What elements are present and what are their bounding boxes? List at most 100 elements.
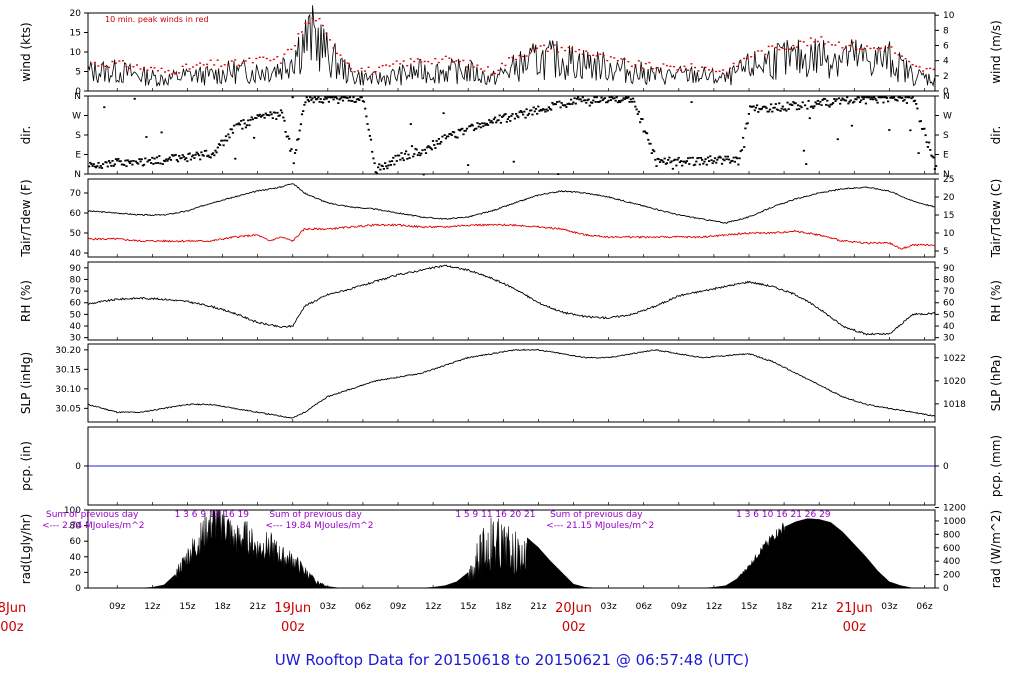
rh-right-tick-label: 70 [943, 287, 955, 297]
dir-point [180, 157, 183, 159]
rad-daily-sum-label: Sum of previous day [269, 510, 362, 520]
dir-point [850, 124, 853, 127]
dir-point [787, 108, 790, 110]
dir-point [154, 162, 157, 164]
dir-point [834, 100, 837, 102]
dir-point [815, 103, 818, 105]
temp-right-tick-label: 5 [943, 247, 949, 257]
dir-point [372, 157, 375, 160]
dir-point [167, 158, 170, 160]
slp-right-tick-label: 1020 [943, 377, 966, 387]
dir-point [531, 113, 534, 116]
x-tick-label: 21z [811, 602, 827, 612]
dir-point [771, 110, 774, 113]
dir-point [479, 126, 483, 129]
dir-point [113, 163, 116, 166]
dir-point [609, 99, 612, 101]
dir-point [486, 124, 490, 126]
dir-point [263, 116, 266, 119]
dir-point [111, 160, 114, 162]
dir-point [642, 130, 645, 133]
dir-point [539, 108, 542, 111]
dir-point [394, 154, 397, 157]
dir-point [95, 166, 98, 169]
dir-point [768, 108, 772, 111]
rh-right-tick-label: 60 [943, 299, 955, 309]
dir-point [890, 96, 893, 99]
dir-point [364, 107, 367, 110]
dir-point [587, 98, 590, 101]
rh-right-tick-label: 80 [943, 275, 955, 285]
dir-left-axis-label: dir. [19, 126, 33, 145]
dir-point [899, 96, 903, 99]
slp-frame [87, 343, 936, 423]
dir-point [547, 106, 550, 109]
dir-point [615, 96, 618, 99]
dir-point [828, 105, 831, 108]
dir-point [734, 156, 738, 159]
dir-point [895, 99, 898, 101]
dir-point [124, 159, 127, 162]
dir-point [789, 103, 793, 106]
dir-point [840, 99, 843, 102]
dir-point [475, 127, 478, 130]
dir-point [270, 113, 273, 116]
dir-point [711, 162, 714, 165]
dir-point [809, 105, 812, 108]
dir-point [368, 135, 371, 137]
dir-point [915, 103, 918, 105]
dir-point [206, 155, 209, 158]
dir-point [593, 96, 596, 99]
temp-right-tick-label: 15 [943, 211, 954, 221]
dir-point [279, 109, 283, 112]
dir-point [485, 122, 488, 125]
dir-point [243, 122, 246, 125]
dir-point [876, 101, 879, 104]
dir-point [415, 148, 418, 151]
rad-daily-sum-label: Sum of previous day [550, 510, 643, 520]
dir-point [193, 157, 196, 159]
dir-point [289, 150, 292, 152]
dir-point [434, 147, 437, 149]
dir-point [183, 158, 187, 161]
dir-point [758, 107, 761, 110]
dir-point [144, 157, 147, 160]
dir-point [736, 157, 739, 160]
dir-point [614, 99, 617, 102]
dir-point [818, 103, 821, 105]
dir-point [234, 157, 237, 160]
x-tick-label: 03z [601, 602, 617, 612]
dir-point [381, 165, 384, 168]
dir-point [913, 99, 917, 102]
dir-point [293, 152, 297, 154]
dir-point [247, 119, 250, 122]
dir-point [929, 149, 932, 151]
dir-point [444, 137, 447, 140]
dir-point [847, 102, 850, 105]
dir-point [800, 106, 803, 109]
rad-left-tick-label: 60 [70, 537, 82, 547]
dir-point [882, 101, 885, 104]
dir-point [598, 101, 601, 103]
dir-point [504, 113, 507, 115]
dir-point [682, 160, 685, 163]
dir-point [220, 139, 223, 142]
dir-point [820, 104, 823, 106]
dir-point [802, 149, 805, 152]
dir-point [407, 153, 410, 156]
dir-point [640, 118, 643, 120]
dir-point [503, 113, 506, 116]
dir-point [744, 127, 747, 130]
dir-point [772, 107, 775, 109]
dir-point [446, 135, 449, 138]
dir-point [114, 158, 118, 160]
dir-point [119, 160, 122, 163]
dir-point [661, 159, 664, 162]
rh-frame [87, 261, 936, 341]
dir-point [379, 168, 382, 171]
rad-hourly-totals: 1 3 6 9 13 16 19 [175, 510, 250, 520]
dir-point [724, 155, 727, 158]
dir-point [365, 115, 368, 118]
dir-point [575, 97, 578, 100]
